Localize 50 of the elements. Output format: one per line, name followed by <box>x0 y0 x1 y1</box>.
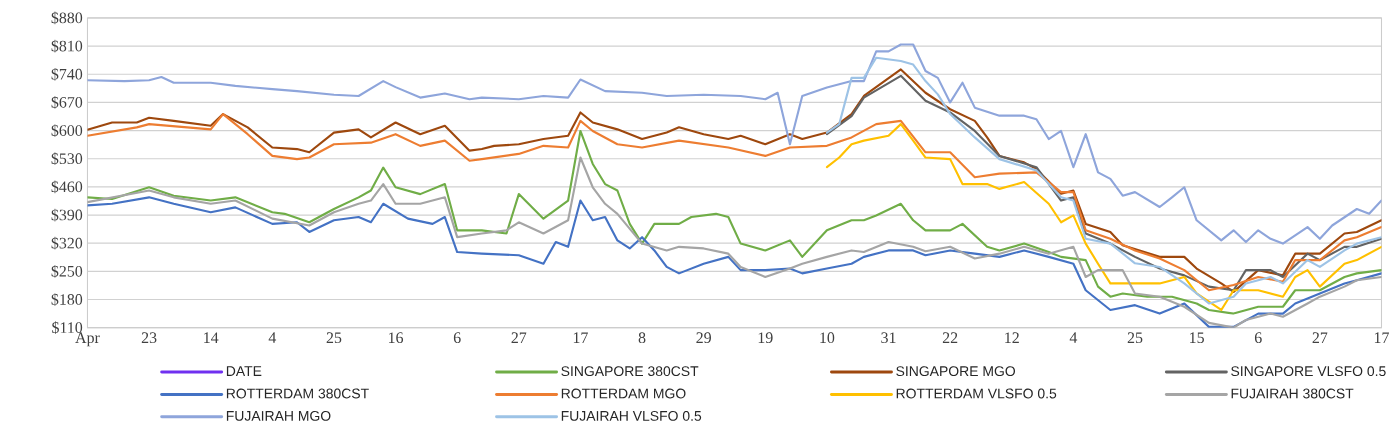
x-tick-label: 23 <box>141 332 157 344</box>
y-tick-label: $600 <box>51 124 83 137</box>
y-tick-label: $390 <box>51 208 83 222</box>
legend-label: ROTTERDAM 380CST <box>226 388 369 399</box>
legend-label: FUJAIRAH MGO <box>226 410 331 421</box>
line-series <box>87 43 1382 245</box>
y-tick-label: $740 <box>51 67 83 81</box>
x-tick-label: 4 <box>1069 332 1078 343</box>
legend-label: ROTTERDAM MGO <box>561 388 686 399</box>
x-tick-label: 6 <box>1254 332 1262 344</box>
y-tick-label: $180 <box>51 293 83 306</box>
x-tick-label: 27 <box>511 332 527 343</box>
line-series <box>87 196 1382 328</box>
x-tick-label: 17 <box>573 332 588 343</box>
x-tick-label: 27 <box>1312 332 1328 343</box>
x-tick-label: 17 <box>1374 332 1389 343</box>
y-tick-label: $880 <box>51 11 83 25</box>
line-series <box>87 68 1382 293</box>
x-tick-label: 29 <box>696 332 711 344</box>
line-series <box>87 129 1382 315</box>
x-tick-label: 14 <box>204 332 219 343</box>
x-tick-label: 4 <box>268 332 277 343</box>
x-tick-label: 25 <box>1127 332 1143 344</box>
y-tick-label: $670 <box>51 96 83 109</box>
line-series <box>87 156 1382 328</box>
x-tick-label: 16 <box>388 332 404 344</box>
x-tick-label: 15 <box>1190 332 1204 344</box>
x-tick-label: 31 <box>881 332 896 344</box>
x-tick-label: 19 <box>758 332 773 344</box>
x-tick-label: 8 <box>638 332 646 344</box>
x-tick-label: 10 <box>820 332 835 344</box>
legend-label: DATE <box>226 366 262 376</box>
legend-label: ROTTERDAM VLSFO 0.5 <box>896 388 1057 399</box>
x-tick-label: 22 <box>942 332 958 343</box>
y-tick-label: $110 <box>52 321 83 335</box>
x-tick-label: Apr <box>75 332 100 347</box>
legend-label: SINGAPORE 380CST <box>561 366 699 377</box>
legend-label: SINGAPORE MGO <box>896 366 1016 377</box>
y-tick-label: $250 <box>51 264 83 278</box>
legend-label: FUJAIRAH 380CST <box>1231 388 1354 399</box>
line-series <box>87 113 1382 292</box>
y-tick-label: $810 <box>51 39 83 53</box>
x-tick-label: 25 <box>326 332 342 344</box>
x-tick-label: 12 <box>1005 332 1019 343</box>
y-tick-label: $530 <box>51 152 83 166</box>
legend-label: SINGAPORE VLSFO 0.5 <box>1231 366 1386 377</box>
x-tick-label: 6 <box>453 332 461 344</box>
y-tick-label: $320 <box>51 236 83 250</box>
legend-label: FUJAIRAH VLSFO 0.5 <box>561 410 702 421</box>
y-tick-label: $460 <box>51 180 83 194</box>
